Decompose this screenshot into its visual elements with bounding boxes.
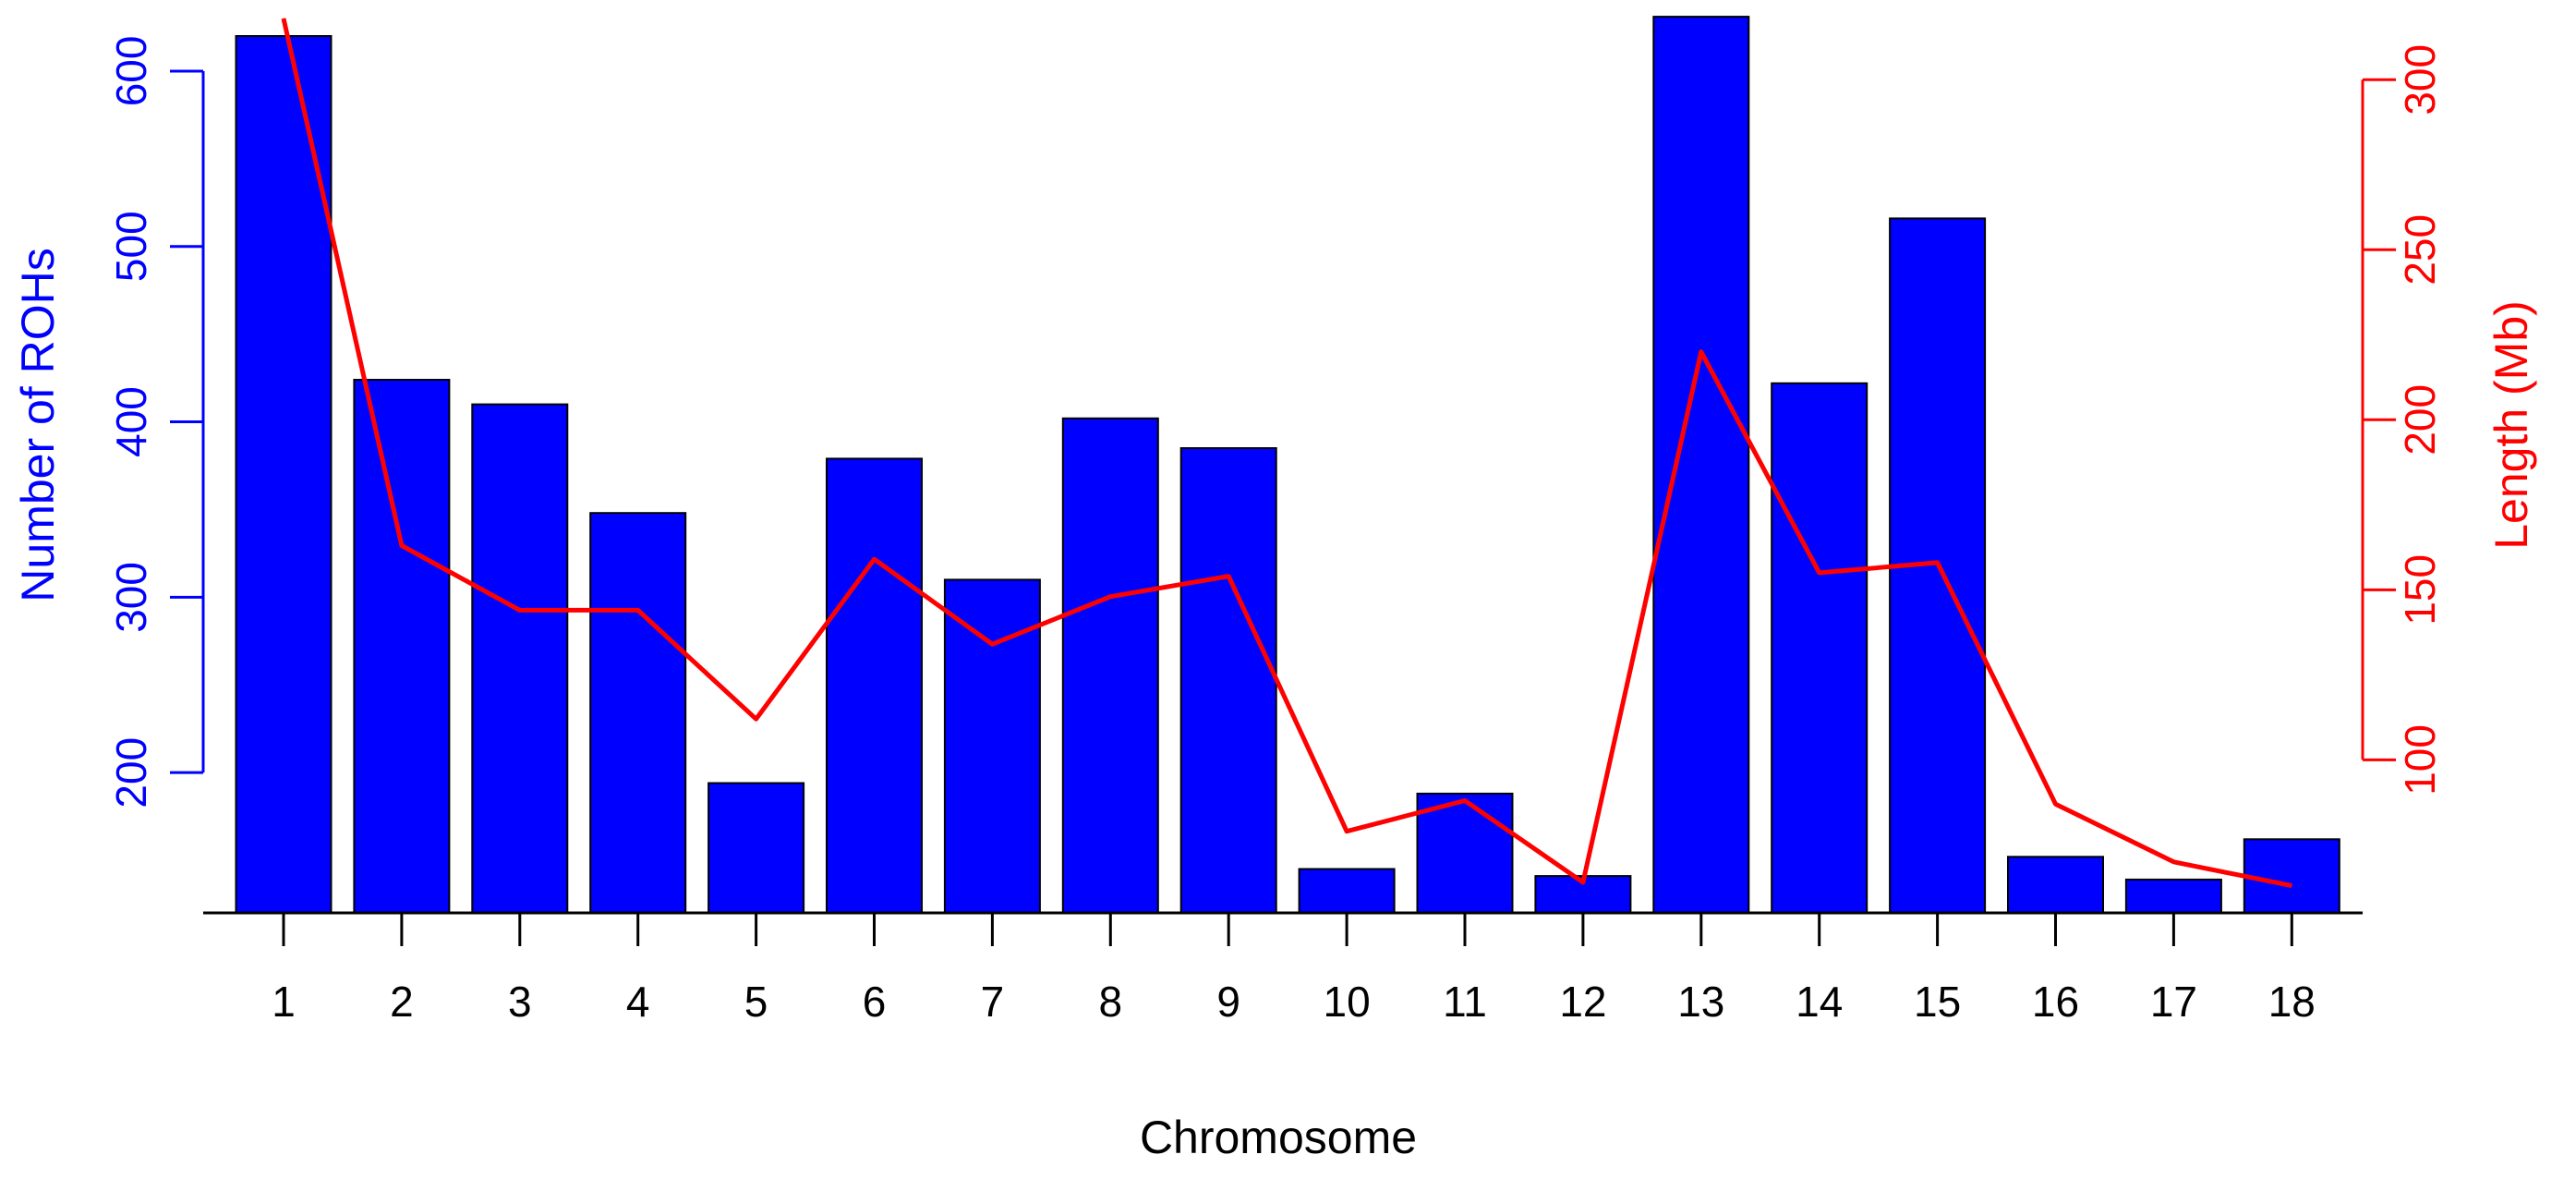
y-left-tick-label: 600 [107, 36, 155, 107]
bar-chr-11 [1416, 792, 1514, 915]
x-tick-label: 14 [1796, 978, 1843, 1026]
bar-chr-14 [1771, 382, 1869, 914]
x-axis: 1 2 3 4 5 6 7 8 9 10 11 12 13 14 15 16 17 18 [203, 911, 2363, 1026]
bar-chr-4 [589, 512, 687, 914]
y-right-tick-label: 300 [2396, 44, 2444, 115]
y-right-tick-label: 250 [2396, 214, 2444, 286]
y-right-tick-label: 100 [2396, 724, 2444, 796]
x-tick-label: 2 [390, 978, 414, 1026]
line-point-chr-14 [1819, 572, 1820, 574]
x-tick-label: 9 [1216, 978, 1240, 1026]
line-point-chr-3 [519, 609, 521, 611]
line-point-chr-12 [1582, 881, 1584, 883]
y-left-tick-label: 400 [107, 386, 155, 457]
line-point-chr-13 [1700, 351, 1702, 353]
line-point-chr-9 [1228, 576, 1229, 577]
bar-chr-2 [353, 379, 451, 914]
y-axis-right: 100 150 200 250 300 [2361, 44, 2444, 796]
x-tick-label: 10 [1324, 978, 1371, 1026]
bar-chr-12 [1534, 875, 1632, 914]
x-tick-label: 8 [1099, 978, 1123, 1026]
x-tick-label: 1 [272, 978, 296, 1026]
line-point-chr-2 [401, 545, 403, 546]
x-tick-label: 6 [863, 978, 887, 1026]
x-tick-label: 18 [2268, 978, 2316, 1026]
bar-chr-7 [943, 578, 1041, 915]
y-left-tick-label: 200 [107, 737, 155, 808]
line-point-chr-11 [1464, 800, 1466, 801]
y-left-tick-label: 300 [107, 562, 155, 633]
x-tick-label: 13 [1677, 978, 1724, 1026]
bar-chr-3 [471, 403, 569, 915]
y-right-tick-label: 200 [2396, 384, 2444, 456]
x-tick-label: 12 [1559, 978, 1606, 1026]
bar-chr-10 [1298, 868, 1396, 914]
x-tick-label: 11 [1443, 978, 1487, 1026]
bar-chr-16 [2007, 856, 2104, 914]
y-axis-left: 200 300 400 500 600 [107, 36, 205, 808]
bar-chr-1 [235, 35, 333, 914]
x-tick-label: 7 [981, 978, 1005, 1026]
x-tick-label: 5 [744, 978, 768, 1026]
line-point-chr-17 [2172, 861, 2174, 863]
x-tick-label: 15 [1914, 978, 1961, 1026]
line-point-chr-7 [991, 643, 993, 645]
line-point-chr-10 [1346, 831, 1348, 833]
length-line [281, 18, 2292, 889]
x-tick-label: 17 [2150, 978, 2197, 1026]
bar-chr-17 [2124, 878, 2222, 915]
y-axis-right-title: Length (Mb) [2485, 300, 2537, 550]
y-axis-left-title: Number of ROHs [12, 248, 64, 602]
x-tick-label: 16 [2032, 978, 2079, 1026]
x-tick-label: 3 [508, 978, 532, 1026]
line-point-chr-15 [1937, 562, 1939, 564]
line-point-chr-8 [1109, 596, 1111, 598]
x-axis-title: Chromosome [1140, 1112, 1417, 1163]
bar-chr-6 [826, 457, 923, 914]
bar-chr-18 [2243, 838, 2340, 914]
line-point-chr-4 [637, 609, 639, 611]
bar-chr-9 [1179, 447, 1277, 914]
x-tick-label: 4 [626, 978, 650, 1026]
line-series [281, 18, 2292, 889]
line-point-chr-16 [2055, 803, 2056, 805]
bar-chr-5 [707, 782, 805, 914]
y-right-tick-label: 150 [2396, 554, 2444, 626]
bar-chr-8 [1061, 417, 1159, 914]
bar-chr-13 [1652, 16, 1750, 915]
bar-series [235, 16, 2340, 915]
line-point-chr-6 [874, 558, 875, 560]
y-left-tick-label: 500 [107, 211, 155, 282]
